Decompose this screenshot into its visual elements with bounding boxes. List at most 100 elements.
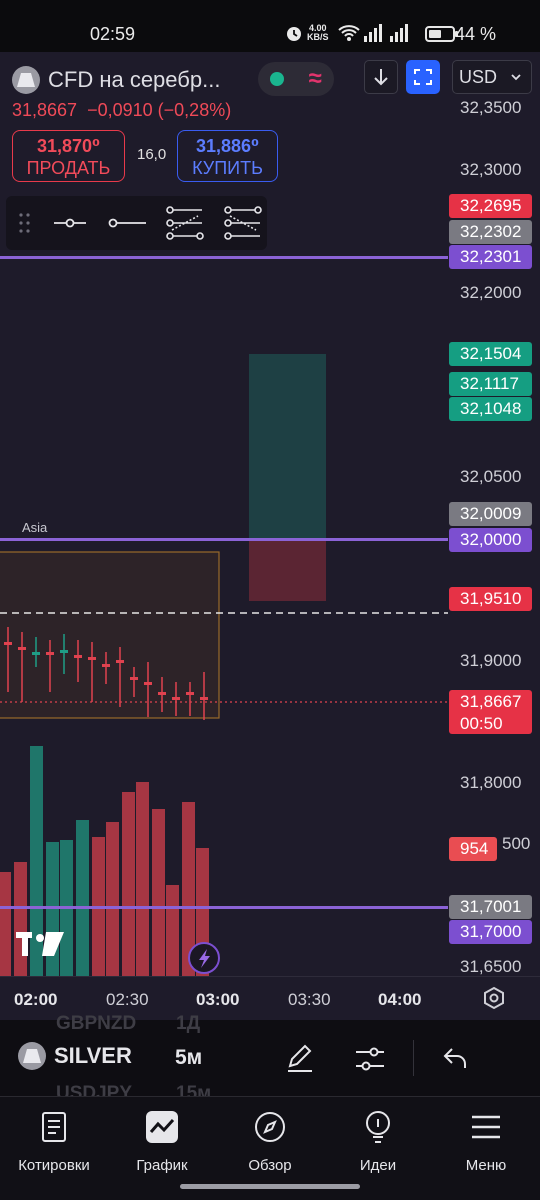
silver-logo-icon <box>18 1042 46 1070</box>
price-tag: 31,9510 <box>449 587 532 611</box>
fullscreen-button[interactable] <box>406 60 440 94</box>
volume-bar <box>182 802 195 976</box>
time-axis[interactable] <box>0 976 540 1020</box>
delayed-data-icon: ≈ <box>308 65 322 92</box>
chart-bottom-toolbar <box>0 1020 540 1096</box>
candle-body <box>200 697 208 700</box>
session-label: Asia <box>22 520 48 535</box>
scale-label: 32,0500 <box>460 467 522 486</box>
volume-bar <box>152 809 165 976</box>
session-box <box>0 551 220 719</box>
nav-item-menu[interactable]: Меню <box>432 1107 540 1174</box>
horizontal-ray-tool-icon <box>108 218 146 228</box>
volume-bar <box>0 872 11 976</box>
chart-icon <box>108 1107 216 1147</box>
price-tag: 32,0009 <box>449 502 532 526</box>
time-label: 04:00 <box>378 990 422 1009</box>
drawing-toolbar[interactable] <box>6 196 267 250</box>
volume-bar <box>30 746 43 976</box>
level-line-31-7000[interactable] <box>0 906 448 909</box>
price-info: 31,8667 −0,0910 (−0,28%) <box>12 100 232 120</box>
candle-body <box>32 652 40 655</box>
pencil-icon <box>288 1044 312 1072</box>
symbol-header[interactable]: CFD на серебр... <box>12 66 220 94</box>
volume-bar <box>76 820 89 976</box>
volume-tag: 954 <box>449 837 497 861</box>
price-tag: 32,0000 <box>449 528 532 552</box>
price-tag: 32,1117 <box>449 372 532 396</box>
volume-bar <box>14 862 27 976</box>
drawing-tools-button[interactable] <box>284 1042 316 1079</box>
nav-item-watchlist[interactable]: Котировки <box>0 1107 108 1174</box>
time-label: 03:30 <box>288 990 331 1009</box>
bottom-navigation: Котировки График Обзор Идеи Меню <box>0 1096 540 1200</box>
price-tag: 32,1504 <box>449 342 532 366</box>
price-tag: 32,2301 <box>449 245 532 269</box>
time-label: 02:30 <box>106 990 149 1009</box>
price-tag: 32,2302 <box>449 220 532 244</box>
candles <box>4 627 208 720</box>
scale-label: 31,8000 <box>460 773 522 792</box>
nav-item-chart[interactable]: График <box>108 1107 216 1174</box>
candle-body <box>172 697 180 700</box>
volume-bar <box>136 782 149 976</box>
network-speed: 4.00 KB/S <box>307 23 329 42</box>
short-position-tool-icon <box>224 206 262 240</box>
menu-icon <box>432 1107 540 1147</box>
level-line-32-2301[interactable] <box>0 256 448 259</box>
lightbulb-icon <box>324 1107 432 1147</box>
last-price-tag: 31,8667 00:50 <box>449 690 532 734</box>
wifi-icon <box>338 24 360 47</box>
compass-icon <box>216 1107 324 1147</box>
signal-icon-1 <box>364 24 384 47</box>
candle-body <box>88 657 96 660</box>
undo-icon <box>443 1048 466 1068</box>
ghost-symbol: GBPNZD <box>56 1013 137 1034</box>
battery-icon <box>425 26 458 42</box>
ghost-timeframe: 1Д <box>176 1013 201 1034</box>
drag-handle-icon <box>19 213 30 233</box>
price-tag: 31,7001 <box>449 895 532 919</box>
nav-item-overview[interactable]: Обзор <box>216 1107 324 1174</box>
scale-label: 32,3000 <box>460 160 522 179</box>
profit-zone <box>249 354 326 538</box>
candle-body <box>116 660 124 663</box>
time-label: 02:00 <box>14 990 58 1009</box>
horizontal-line-tool-icon <box>54 218 86 228</box>
candle-body <box>46 652 54 655</box>
price-tag: 32,1048 <box>449 397 532 421</box>
candle-body <box>74 655 82 658</box>
volume-bars <box>0 746 209 976</box>
sell-button[interactable]: 31,870⁰ ПРОДАТЬ <box>12 130 125 182</box>
undo-button[interactable] <box>442 1046 470 1077</box>
scale-label: 32,2000 <box>460 283 522 302</box>
watchlist-icon <box>0 1107 108 1147</box>
symbol-search-button[interactable]: SILVER <box>18 1042 132 1070</box>
chart-settings-icon[interactable] <box>482 986 506 1015</box>
scale-label: 31,9000 <box>460 651 522 670</box>
currency-select[interactable]: USD <box>452 60 532 94</box>
long-position-tool-icon <box>166 206 204 240</box>
signal-icon-2 <box>390 24 410 47</box>
candle-body <box>130 677 138 680</box>
level-line-32-0000[interactable] <box>0 538 448 541</box>
toolbar-divider <box>413 1040 414 1076</box>
download-button[interactable] <box>364 60 398 94</box>
candle-body <box>102 664 110 667</box>
battery-percent: 44 % <box>454 24 496 44</box>
market-status-pill[interactable]: ≈ <box>258 62 334 96</box>
nav-item-ideas[interactable]: Идеи <box>324 1107 432 1174</box>
scale-label: 32,3500 <box>460 98 522 117</box>
candle-body <box>18 647 26 650</box>
chevron-down-icon <box>511 74 521 81</box>
loss-zone <box>249 538 326 601</box>
indicators-button[interactable] <box>354 1044 386 1079</box>
silver-logo-icon <box>12 66 40 94</box>
volume-bar <box>166 885 179 976</box>
buy-button[interactable]: 31,886⁰ КУПИТЬ <box>177 130 278 182</box>
volume-bar <box>106 822 119 976</box>
timeframe-button[interactable]: 5м <box>175 1046 203 1069</box>
alarm-icon <box>285 24 303 47</box>
candle-body <box>186 692 194 695</box>
symbol-title: CFD на серебр... <box>48 67 221 92</box>
